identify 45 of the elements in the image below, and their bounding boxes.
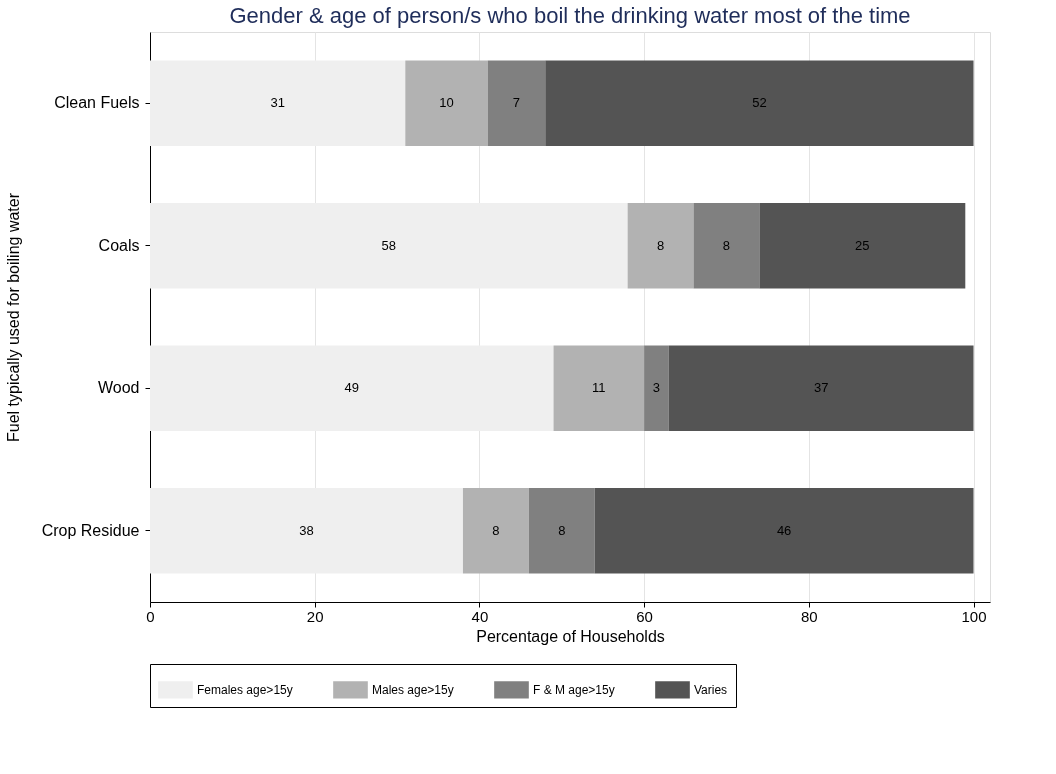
legend-label: Varies (694, 682, 728, 697)
x-tick-label: 40 (471, 607, 489, 625)
data-label: 52 (752, 95, 767, 111)
data-label: 10 (439, 95, 454, 111)
bar (759, 203, 966, 289)
data-label: 8 (656, 237, 665, 253)
x-tick-label: 0 (146, 607, 155, 625)
bar (545, 60, 974, 146)
legend-label: F & M age>15y (533, 682, 615, 697)
bar (405, 60, 488, 146)
bar (693, 203, 760, 289)
data-label: 58 (381, 237, 397, 253)
data-label: 8 (722, 237, 731, 253)
bar (553, 345, 645, 431)
x-tick-label: 80 (800, 607, 818, 625)
chart-title: Gender & age of person/s who boil the drinking water most of the time (229, 3, 911, 28)
x-axis-title: Percentage of Households (476, 627, 665, 645)
y-tick-label: Wood (97, 379, 140, 397)
x-tick-label: 20 (306, 607, 324, 625)
legend-label: Males age>15y (372, 682, 454, 697)
data-label: 7 (512, 95, 521, 111)
bar (627, 203, 694, 289)
data-label: 8 (558, 522, 566, 538)
data-label: 8 (492, 522, 500, 538)
bar (668, 345, 974, 431)
y-tick-label: Clean Fuels (54, 94, 140, 112)
legend-label: Females age>15y (197, 682, 293, 697)
bar (487, 60, 546, 146)
data-label: 25 (855, 237, 870, 253)
bar (528, 488, 595, 574)
y-axis-title: Fuel typically used for boiling water (4, 192, 22, 443)
bar (644, 345, 669, 431)
x-tick-label: 100 (961, 607, 987, 625)
bar (594, 488, 974, 574)
bar (462, 488, 529, 574)
data-label: 37 (813, 380, 829, 396)
data-label: 3 (652, 380, 661, 396)
data-label: 49 (344, 380, 359, 396)
data-label: 11 (592, 380, 606, 396)
data-label: 46 (776, 522, 792, 538)
data-label: 38 (299, 522, 314, 538)
x-tick-label: 60 (636, 607, 653, 625)
y-tick-label: Crop Residue (41, 521, 140, 539)
y-tick-label: Coals (98, 236, 140, 254)
data-label: 31 (270, 95, 285, 111)
